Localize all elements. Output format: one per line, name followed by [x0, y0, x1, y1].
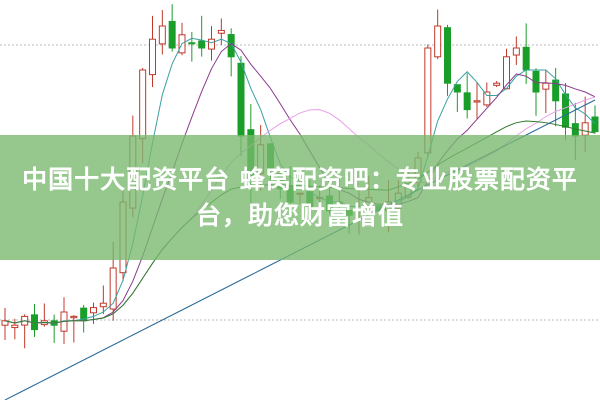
candle-body	[109, 267, 117, 310]
candle-body	[208, 38, 215, 50]
candle-body	[158, 25, 166, 45]
candle-body	[542, 82, 550, 90]
candle-body	[581, 122, 589, 136]
candle-body	[168, 20, 176, 49]
candle-body	[552, 79, 560, 102]
candle-body	[483, 91, 491, 106]
candle-body	[99, 302, 107, 308]
candle-body	[139, 69, 147, 140]
candle-body	[473, 100, 481, 103]
candle-body	[444, 27, 451, 84]
headline-banner: 中国十大配资平台 蜂窝配资吧：专业股票配资平台，助您财富增值	[0, 135, 600, 260]
candle-body	[70, 315, 78, 319]
candle-body	[188, 42, 196, 45]
candle-body	[434, 25, 442, 58]
candle-body	[493, 82, 501, 86]
candle-body	[503, 56, 510, 90]
candle-body	[463, 92, 471, 111]
candle-body	[198, 40, 206, 49]
candle-body	[562, 93, 569, 128]
candle-body	[11, 324, 19, 329]
candle-body	[90, 307, 97, 314]
candle-body	[512, 47, 520, 56]
headline: 中国十大配资平台 蜂窝配资吧：专业股票配资平台，助您财富增值	[22, 164, 578, 230]
candle-body	[217, 29, 225, 34]
candle-body	[149, 38, 156, 76]
candle-body	[532, 70, 540, 93]
candle-body	[237, 62, 245, 137]
candle-body	[453, 84, 461, 93]
candle-body	[522, 46, 530, 71]
candle-body	[591, 116, 599, 133]
